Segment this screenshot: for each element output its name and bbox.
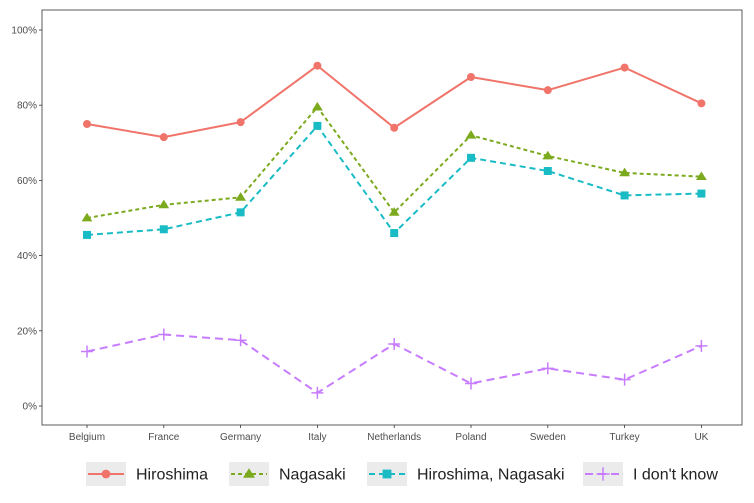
series-i-don-t-know (81, 328, 708, 399)
data-point-hiroshima-nagasaki (236, 208, 245, 217)
x-axis: Belgium France Germany Italy Netherlands Pola… (69, 425, 709, 443)
legend-label: I don't know (633, 467, 718, 484)
legend-key-marker (596, 467, 610, 481)
data-point-nagasaki (696, 171, 707, 181)
y-tick-label: 0% (23, 402, 38, 413)
data-point-hiroshima-nagasaki (159, 225, 168, 234)
legend-key-marker (243, 468, 255, 478)
series-nagasaki (81, 101, 707, 222)
x-tick-label: France (148, 432, 180, 443)
data-point-hiroshima (236, 118, 245, 127)
plot-panel-border (41, 9, 743, 426)
data-point-hiroshima-nagasaki (543, 167, 552, 175)
data-point-hiroshima-nagasaki (390, 229, 399, 238)
x-tick-label: UK (694, 432, 708, 443)
y-tick-label: 40% (17, 251, 37, 262)
data-point-hiroshima (697, 99, 706, 108)
data-point-nagasaki (388, 207, 400, 216)
data-point-hiroshima (543, 86, 552, 95)
legend-label: Hiroshima (136, 467, 208, 484)
data-point-hiroshima (313, 61, 322, 70)
y-tick-label: 60% (17, 176, 37, 187)
data-point-hiroshima-nagasaki (313, 121, 322, 130)
series-hiroshima-nagasaki (83, 121, 706, 239)
data-point-i-don-t-know (81, 345, 93, 358)
data-point-i-don-t-know (234, 334, 247, 347)
x-tick-label: Poland (455, 432, 486, 443)
x-tick-label: Germany (220, 432, 261, 443)
data-point-hiroshima-nagasaki (467, 153, 475, 162)
data-point-nagasaki (619, 167, 630, 177)
x-tick-label: Turkey (609, 432, 639, 443)
x-tick-label: Italy (308, 432, 326, 443)
y-tick-label: 100% (11, 26, 37, 37)
data-point-hiroshima (83, 120, 91, 128)
legend-label: Hiroshima, Nagasaki (417, 467, 565, 484)
series-line-nagasaki (86, 106, 702, 219)
data-point-hiroshima (390, 123, 399, 132)
x-tick-label: Netherlands (367, 432, 421, 443)
data-point-hiroshima (159, 133, 168, 142)
data-point-nagasaki (465, 130, 477, 139)
data-point-i-don-t-know (311, 386, 324, 399)
data-point-hiroshima (467, 73, 475, 81)
data-point-i-don-t-know (388, 337, 401, 350)
data-point-hiroshima (620, 63, 629, 72)
legend-label: Nagasaki (279, 467, 346, 484)
x-tick-label: Sweden (530, 432, 566, 443)
data-point-nagasaki (158, 199, 170, 209)
legend-item-hiroshima-nagasaki: Hiroshima, Nagasaki (367, 462, 565, 486)
legend-key-marker (101, 469, 111, 479)
data-point-i-don-t-know (541, 362, 554, 375)
data-point-hiroshima-nagasaki (83, 230, 91, 239)
data-point-hiroshima-nagasaki (697, 189, 706, 198)
legend-item-nagasaki: Nagasaki (229, 462, 346, 486)
x-tick-label: Belgium (69, 432, 105, 443)
data-point-i-don-t-know (695, 339, 708, 352)
legend-item-hiroshima: Hiroshima (86, 462, 208, 486)
data-point-i-don-t-know (157, 328, 170, 341)
data-point-nagasaki (542, 150, 554, 160)
data-point-nagasaki (312, 101, 323, 111)
legend-key-marker (382, 469, 392, 479)
legend: Hiroshima Nagasaki Hiroshima, Nagasaki I do… (86, 462, 718, 486)
legend-item-i-don-t-know: I don't know (583, 462, 718, 486)
data-point-nagasaki (235, 192, 246, 201)
y-tick-label: 80% (17, 101, 37, 112)
data-point-hiroshima-nagasaki (620, 191, 629, 200)
series-hiroshima (83, 61, 706, 142)
data-point-i-don-t-know (618, 373, 631, 386)
y-axis: 0% 20% 40% 60% 80% 100% (11, 26, 42, 413)
data-point-i-don-t-know (465, 377, 477, 390)
data-point-nagasaki (81, 212, 93, 222)
y-tick-label: 20% (17, 326, 37, 337)
series-layer (81, 61, 708, 399)
